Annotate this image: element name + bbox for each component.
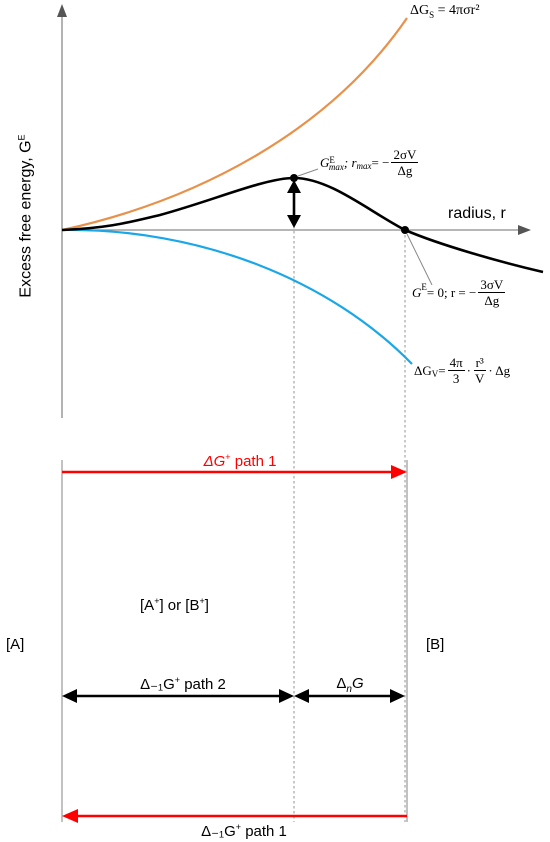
total-energy-curve	[61, 176, 544, 274]
reverse-path1-label: Δ₋₁G+ path 1	[201, 822, 287, 840]
state-b-label: [B]	[426, 636, 445, 653]
deltan-arrowhead-right	[390, 689, 405, 703]
surface-energy-label: ΔGS = 4πσr²	[410, 3, 480, 20]
deltan-label: ΔnG	[336, 675, 364, 695]
surface-energy-curve	[61, 17, 408, 232]
max-label-pointer	[297, 168, 319, 177]
state-a-label: [A]	[6, 636, 25, 653]
volume-energy-curve	[61, 228, 413, 365]
zero-crossing-point	[401, 226, 409, 234]
volume-energy-label: ΔG V = 4π 3 · r³ V · Δg	[414, 355, 511, 386]
path2-arrowhead-left	[62, 689, 77, 703]
reverse-path1-arrowhead	[62, 809, 78, 823]
path2-label: Δ₋₁G+ path 2	[140, 675, 226, 693]
max-point	[290, 174, 298, 182]
forward-path1-label: ΔG+ path 1	[203, 452, 277, 470]
forward-path1-arrowhead	[391, 465, 407, 479]
y-axis-arrowhead	[57, 4, 67, 17]
barrier-arrowhead-down	[287, 215, 301, 228]
y-axis-label: Excess free energy, GE	[16, 134, 35, 298]
path2-arrowhead-right	[279, 689, 294, 703]
x-axis-label: radius, r	[448, 205, 506, 222]
intermediate-state-label: [A+] or [B+]	[140, 596, 209, 614]
zero-label-pointer	[406, 233, 433, 286]
deltan-arrowhead-left	[294, 689, 309, 703]
x-axis-arrowhead	[518, 225, 531, 235]
barrier-arrowhead-up	[287, 180, 301, 193]
